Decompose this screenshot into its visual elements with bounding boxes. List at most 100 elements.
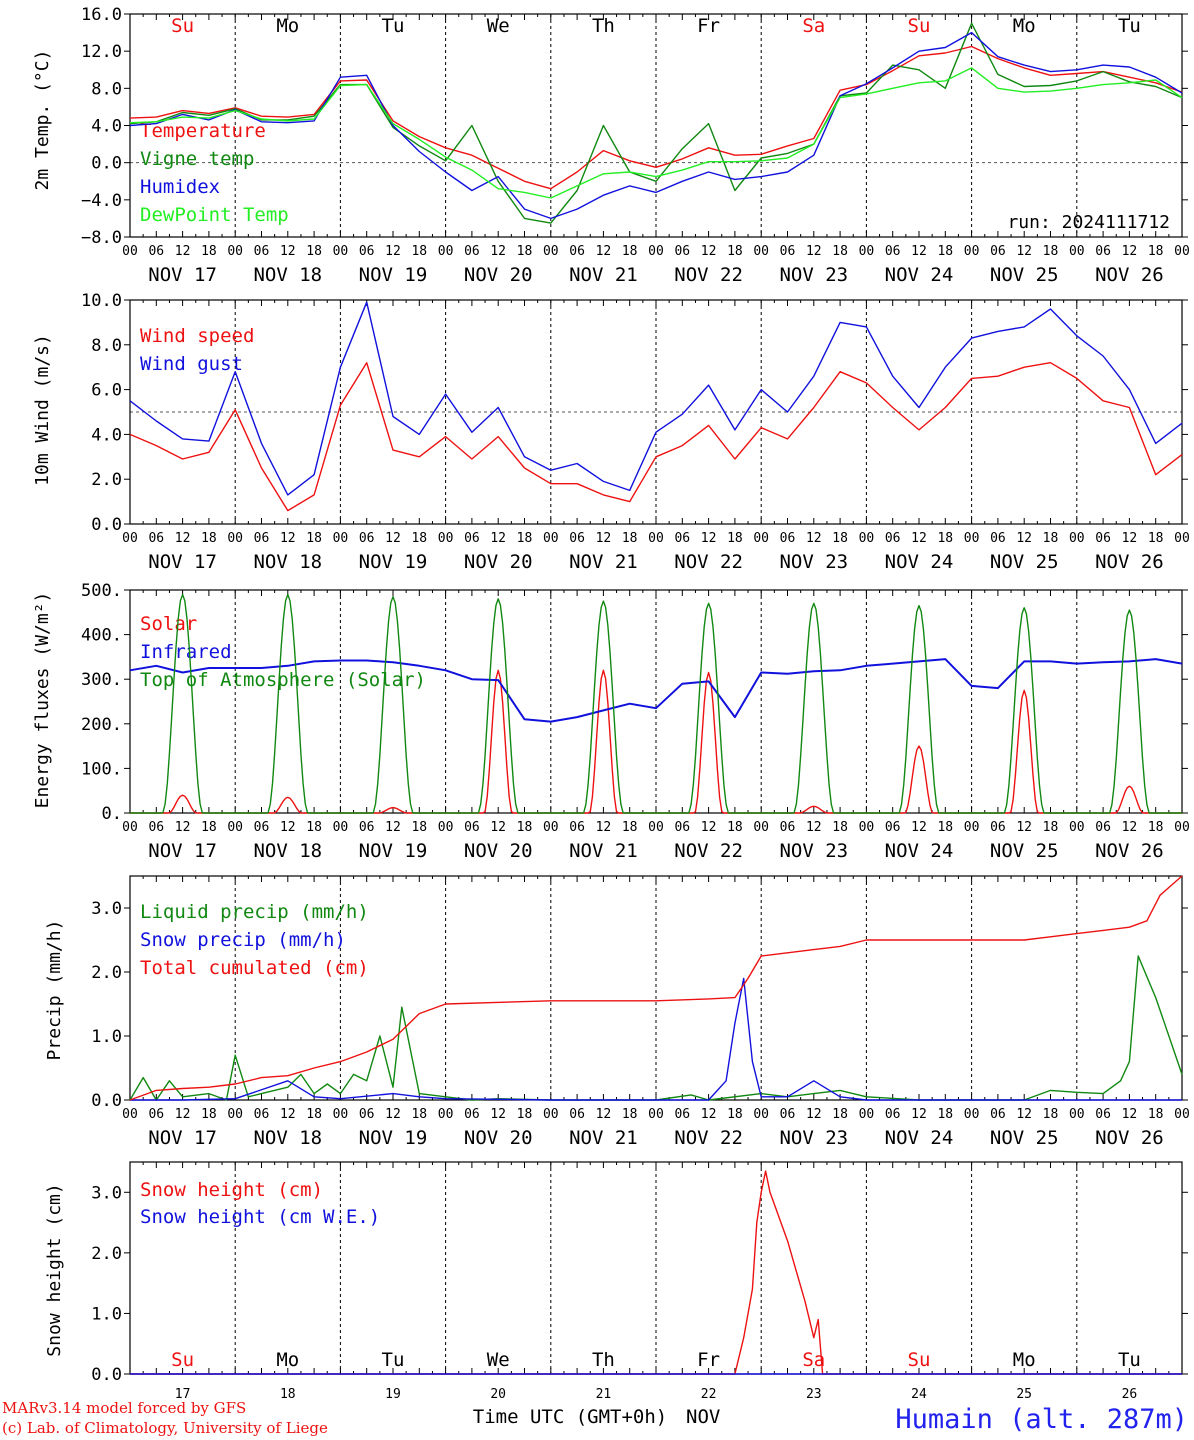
hour-tick-label: 06 <box>1095 531 1111 546</box>
hour-tick-label: 06 <box>148 244 164 259</box>
legend-entry: Snow height (cm W.E.) <box>140 1206 380 1228</box>
legend-entry: Liquid precip (mm/h) <box>140 901 369 923</box>
y-axis-label: 10m Wind (m/s) <box>32 334 53 486</box>
hour-tick-label: 18 <box>832 244 848 259</box>
date-label: NOV 19 <box>359 840 428 862</box>
hour-tick-label: 18 <box>622 244 638 259</box>
hour-tick-label: 06 <box>885 531 901 546</box>
hour-tick-label: 00 <box>438 1107 454 1122</box>
date-label: NOV 17 <box>148 551 217 573</box>
hour-tick-label: 12 <box>701 1107 717 1122</box>
y-axis-label: Precip (mm/h) <box>44 920 65 1061</box>
day-number-label: 18 <box>280 1387 296 1402</box>
hour-tick-label: 12 <box>280 820 296 835</box>
x-axis-label: Time UTC (GMT+0h) <box>473 1406 667 1428</box>
hour-tick-label: 18 <box>1043 820 1059 835</box>
date-label: NOV 25 <box>990 840 1059 862</box>
hour-tick-label: 18 <box>306 531 322 546</box>
y-tick-label: 0.0 <box>91 1091 122 1111</box>
legend-entry: Snow precip (mm/h) <box>140 929 346 951</box>
hour-tick-label: 06 <box>1095 820 1111 835</box>
hour-tick-label: 12 <box>1016 244 1032 259</box>
y-tick-label: 4.0 <box>91 425 122 445</box>
hour-tick-label: 00 <box>333 531 349 546</box>
hour-tick-label: 12 <box>806 531 822 546</box>
hour-tick-label: 06 <box>990 820 1006 835</box>
hour-tick-label: 00 <box>964 820 980 835</box>
hour-tick-label: 18 <box>937 531 953 546</box>
hour-tick-label: 06 <box>1095 244 1111 259</box>
hour-tick-label: 00 <box>753 244 769 259</box>
hour-tick-label: 06 <box>990 244 1006 259</box>
weekday-label: Su <box>908 15 931 37</box>
weekday-label: Th <box>592 15 615 37</box>
hour-tick-label: 06 <box>148 820 164 835</box>
hour-tick-label: 00 <box>543 531 559 546</box>
hour-tick-label: 18 <box>411 531 427 546</box>
hour-tick-label: 06 <box>148 531 164 546</box>
hour-tick-label: 12 <box>385 531 401 546</box>
y-tick-label: 3.0 <box>91 899 122 919</box>
weekday-label: Fr <box>697 1349 720 1371</box>
y-tick-label: 0.0 <box>91 515 122 535</box>
hour-tick-label: 12 <box>806 244 822 259</box>
hour-tick-label: 00 <box>438 531 454 546</box>
hour-tick-label: 06 <box>885 820 901 835</box>
hour-tick-label: 00 <box>543 244 559 259</box>
hour-tick-label: 06 <box>254 820 270 835</box>
series-line-temperature <box>129 45 1183 190</box>
date-label: NOV 18 <box>253 840 322 862</box>
hour-tick-label: 18 <box>727 531 743 546</box>
date-label: NOV 19 <box>359 264 428 286</box>
lab-credit: (c) Lab. of Climatology, University of L… <box>2 1419 328 1437</box>
hour-tick-label: 00 <box>227 820 243 835</box>
hour-tick-label: 12 <box>911 820 927 835</box>
date-label: NOV 24 <box>885 551 954 573</box>
series-line-total-cumulated-cm- <box>129 875 1183 1101</box>
hour-tick-label: 18 <box>727 244 743 259</box>
date-label: NOV 17 <box>148 840 217 862</box>
hour-tick-label: 18 <box>517 820 533 835</box>
hour-tick-label: 06 <box>674 1107 690 1122</box>
hour-tick-label: 18 <box>201 244 217 259</box>
y-tick-label: 0. <box>102 804 122 824</box>
hour-tick-label: 00 <box>333 820 349 835</box>
y-tick-label: 0.0 <box>91 1365 122 1385</box>
hour-tick-label: 12 <box>911 244 927 259</box>
hour-tick-label: 18 <box>832 531 848 546</box>
hour-tick-label: 00 <box>1174 820 1190 835</box>
day-number-label: 23 <box>806 1387 822 1402</box>
date-label: NOV 17 <box>148 1127 217 1149</box>
hour-tick-label: 18 <box>937 820 953 835</box>
hour-tick-label: 18 <box>727 820 743 835</box>
hour-tick-label: 00 <box>122 531 138 546</box>
legend-entry: Wind speed <box>140 325 254 347</box>
date-label: NOV 26 <box>1095 551 1164 573</box>
weekday-label: Su <box>908 1349 931 1371</box>
date-label: NOV 22 <box>674 1127 743 1149</box>
series-line-wind-gust <box>129 301 1183 496</box>
weekday-label: Tu <box>382 15 405 37</box>
y-tick-label: 8.0 <box>91 336 122 356</box>
hour-tick-label: 18 <box>832 820 848 835</box>
hour-tick-label: 06 <box>254 531 270 546</box>
hour-tick-label: 06 <box>464 1107 480 1122</box>
hour-tick-label: 12 <box>1016 1107 1032 1122</box>
y-tick-label: 200. <box>81 715 122 735</box>
panels: 16.0 12.0 8.0 4.0 0.0 −4.0 −8.0 2m Temp. (°C) 00… <box>32 5 1190 1402</box>
hour-tick-label: 06 <box>674 244 690 259</box>
hour-tick-label: 00 <box>859 820 875 835</box>
hour-tick-label: 18 <box>1043 531 1059 546</box>
hour-tick-label: 00 <box>227 244 243 259</box>
hour-tick-label: 12 <box>175 244 191 259</box>
y-tick-label: 1.0 <box>91 1304 122 1324</box>
hour-tick-label: 06 <box>990 531 1006 546</box>
hour-tick-label: 12 <box>1122 531 1138 546</box>
hour-tick-label: 12 <box>701 531 717 546</box>
hour-tick-label: 18 <box>1148 1107 1164 1122</box>
hour-tick-label: 12 <box>1122 1107 1138 1122</box>
hour-tick-label: 18 <box>306 244 322 259</box>
series-line-snow-height-cm- <box>130 1170 1182 1375</box>
hour-tick-label: 18 <box>411 1107 427 1122</box>
hour-tick-label: 00 <box>648 531 664 546</box>
